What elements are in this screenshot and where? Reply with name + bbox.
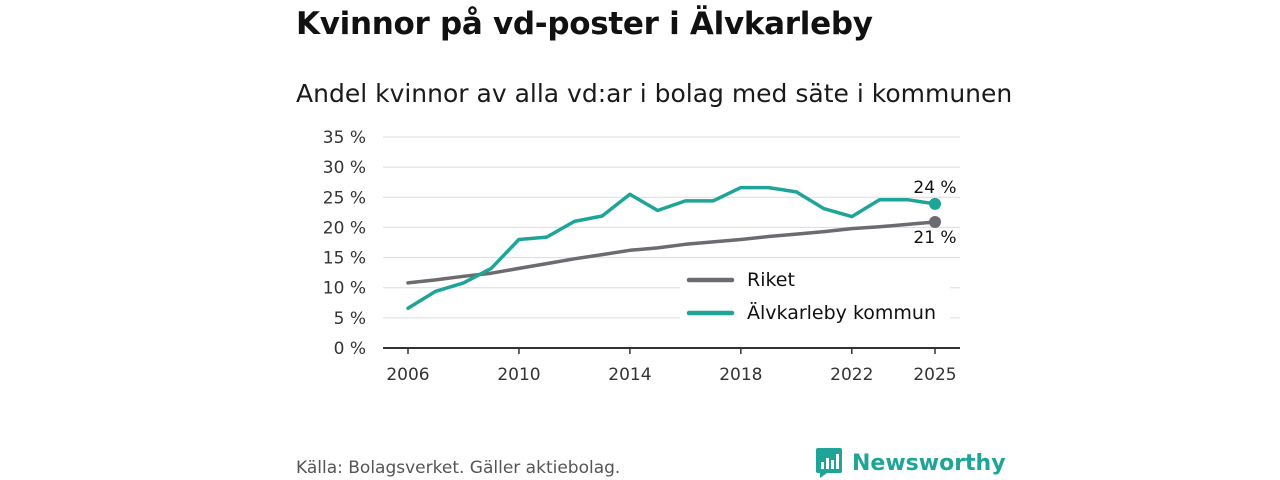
source-note: Källa: Bolagsverket. Gäller aktiebolag. <box>296 458 621 478</box>
brand-name: Newsworthy <box>852 450 1006 476</box>
series-line-riket <box>406 220 937 285</box>
legend: Riket Älvkarleby kommun <box>680 262 950 330</box>
y-tick-label: 20 % <box>323 218 366 238</box>
x-axis-ticks: 2006 2010 2014 2018 2022 2025 <box>386 348 957 385</box>
end-value-label: 24 % <box>913 178 956 198</box>
x-tick-label: 2025 <box>913 365 956 385</box>
legend-background <box>680 262 950 330</box>
line-chart: 0 %5 %10 %15 %20 %25 %30 %35 % 2006 2010 2… <box>323 128 960 385</box>
series-end-point <box>929 216 941 229</box>
series-end-point <box>929 197 941 210</box>
y-tick-label: 5 % <box>334 309 366 329</box>
series-line-alvkarleby <box>406 185 937 310</box>
newsworthy-logo: Newsworthy <box>815 446 1006 480</box>
bar-chart-icon <box>816 448 842 478</box>
legend-label: Älvkarleby kommun <box>747 301 936 324</box>
x-tick-label: 2006 <box>386 365 429 385</box>
y-tick-label: 30 % <box>323 158 366 178</box>
y-tick-label: 0 % <box>334 339 366 359</box>
y-tick-label: 25 % <box>323 188 366 208</box>
legend-label: Riket <box>747 269 795 291</box>
y-tick-label: 10 % <box>323 279 366 299</box>
x-tick-label: 2018 <box>719 365 762 385</box>
x-tick-label: 2010 <box>497 365 540 385</box>
y-tick-label: 35 % <box>323 128 366 148</box>
chart-subtitle: Andel kvinnor av alla vd:ar i bolag med … <box>296 79 1013 108</box>
chart-title: Kvinnor på vd-poster i Älvkarleby <box>296 6 873 42</box>
series: 21 % 24 % <box>406 178 957 310</box>
y-axis-ticks: 0 % 5 % 10 % 15 % 20 % 25 % 30 % 35 % <box>323 128 366 359</box>
end-value-label: 21 % <box>913 228 956 248</box>
x-tick-label: 2022 <box>830 365 873 385</box>
y-tick-label: 15 % <box>323 249 366 269</box>
x-tick-label: 2014 <box>608 365 651 385</box>
